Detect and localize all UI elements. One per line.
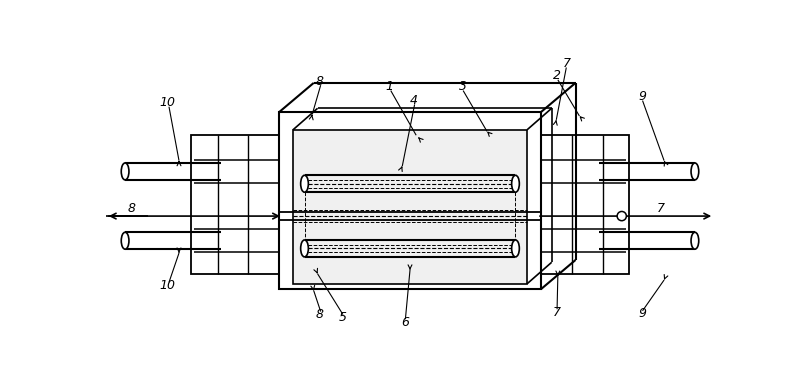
Ellipse shape [512,175,519,192]
Text: 7: 7 [562,57,570,70]
Ellipse shape [122,163,129,180]
Text: 6: 6 [401,316,409,329]
Bar [293,130,527,284]
Text: 9: 9 [638,307,646,321]
Bar [541,135,630,274]
Text: 1: 1 [386,80,394,93]
Bar [279,112,541,289]
Ellipse shape [691,232,698,249]
Text: 8: 8 [127,202,135,215]
Text: 10: 10 [160,279,176,292]
Bar [194,229,279,252]
Text: 8: 8 [316,75,324,88]
Text: 8: 8 [316,308,324,321]
Text: 5: 5 [338,311,346,324]
Bar [541,229,626,252]
Ellipse shape [301,175,308,192]
Ellipse shape [122,232,129,249]
Ellipse shape [691,163,698,180]
Text: 4: 4 [410,94,418,107]
Text: 9: 9 [638,90,646,103]
Ellipse shape [617,212,626,221]
Ellipse shape [301,240,308,257]
Bar [194,160,279,183]
Bar [190,135,279,274]
Text: 2: 2 [554,70,562,82]
Text: 7: 7 [553,306,561,319]
Text: 3: 3 [458,80,466,93]
Text: 7: 7 [656,202,664,215]
Text: 10: 10 [160,96,176,109]
Bar [541,160,626,183]
Ellipse shape [512,240,519,257]
